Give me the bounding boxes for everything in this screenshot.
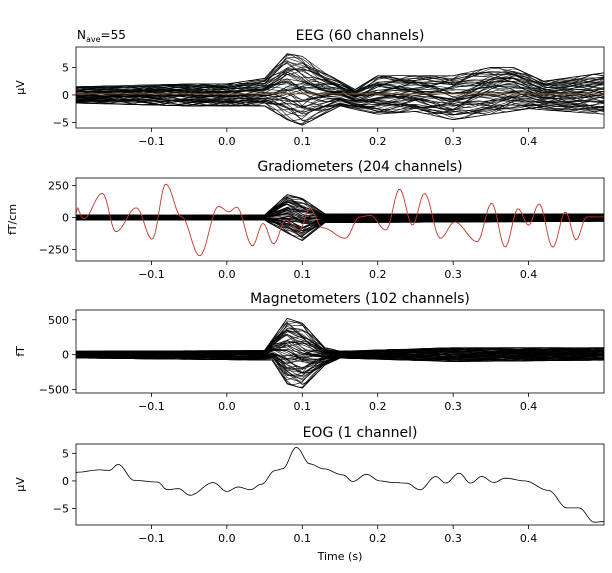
traces	[76, 317, 604, 389]
panel-mag: Magnetometers (102 channels) −0.1 0.0 0.1 0.…	[14, 291, 605, 413]
axes-frame	[75, 309, 605, 394]
channel-trace	[76, 198, 604, 217]
x-tick-label: 0.3	[444, 532, 462, 545]
channel-trace	[76, 357, 604, 386]
panel-title: EEG (60 channels)	[296, 28, 425, 44]
y-tick-label: −500	[39, 384, 69, 397]
axes-frame	[75, 177, 605, 262]
channel-trace	[76, 356, 604, 389]
channel-trace	[76, 317, 604, 353]
panel-title: Magnetometers (102 channels)	[250, 291, 470, 307]
channel-trace	[76, 197, 604, 217]
traces	[76, 183, 604, 257]
x-tick-label: −0.1	[138, 268, 165, 281]
x-tick-label: 0.2	[369, 400, 387, 413]
channel-trace	[76, 67, 604, 92]
panel-title: EOG (1 channel)	[303, 425, 418, 441]
channel-trace	[76, 446, 604, 523]
x-tick-label: −0.1	[138, 532, 165, 545]
highlight-trace	[76, 183, 604, 257]
channel-trace	[76, 87, 604, 104]
panel-grad: Gradiometers (204 channels) −0.1 0.0 0.1 0.2…	[6, 159, 605, 281]
x-tick-label: 0.0	[218, 532, 236, 545]
x-tick-label: −0.1	[138, 400, 165, 413]
y-tick-label: 5	[62, 447, 69, 460]
y-tick-label: 250	[48, 180, 69, 193]
panel-title: Gradiometers (204 channels)	[257, 159, 462, 175]
x-tick-label: 0.1	[294, 400, 312, 413]
x-tick-label: 0.0	[218, 400, 236, 413]
x-tick-label: −0.1	[138, 135, 165, 148]
panel-eog: EOG (1 channel) −0.1 0.0 0.1 0.2 0.3 0.4 5 0 −5 µV…	[14, 425, 605, 563]
channel-trace	[76, 356, 604, 378]
x-tick-label: 0.2	[369, 268, 387, 281]
channel-trace	[76, 194, 604, 217]
channel-trace	[76, 89, 604, 106]
channel-trace	[76, 317, 604, 353]
channel-trace	[76, 68, 604, 98]
channel-trace	[76, 357, 604, 389]
x-tick-label: 0.4	[520, 400, 538, 413]
channel-trace	[76, 194, 604, 217]
y-tick-label: 0	[62, 349, 69, 362]
y-tick-label: 0	[62, 89, 69, 102]
channel-trace	[76, 60, 604, 92]
axes-frame	[75, 46, 605, 129]
y-axis-label: fT	[14, 346, 27, 357]
x-tick-label: 0.0	[218, 268, 236, 281]
traces	[76, 446, 604, 523]
y-tick-label: −250	[39, 244, 69, 257]
panel-eeg: EEG (60 channels) −0.1 0.0 0.1 0.2 0.3 0.4 5 0 −5…	[14, 28, 605, 148]
axes-frame	[75, 443, 605, 526]
channel-trace	[76, 53, 604, 90]
y-tick-label: −5	[53, 502, 69, 515]
y-axis-label: µV	[14, 80, 27, 95]
x-tick-label: 0.4	[520, 268, 538, 281]
traces	[76, 53, 604, 126]
channel-trace	[76, 356, 604, 388]
x-tick-label: 0.4	[520, 135, 538, 148]
y-tick-label: 0	[62, 212, 69, 225]
channel-trace	[76, 99, 604, 121]
x-tick-label: 0.3	[444, 400, 462, 413]
x-tick-label: 0.2	[369, 135, 387, 148]
x-axis-label: Time (s)	[317, 550, 363, 563]
channel-trace	[76, 195, 604, 217]
nave-label: Nave=55	[77, 28, 126, 44]
x-tick-label: 0.1	[294, 135, 312, 148]
channel-trace	[76, 196, 604, 217]
y-axis-label: fT/cm	[6, 204, 19, 235]
channel-trace	[76, 194, 604, 217]
x-tick-label: 0.2	[369, 532, 387, 545]
y-tick-label: 0	[62, 475, 69, 488]
x-tick-label: 0.0	[218, 135, 236, 148]
x-tick-label: 0.1	[294, 268, 312, 281]
x-tick-label: 0.4	[520, 532, 538, 545]
y-axis-label: µV	[14, 477, 27, 492]
y-tick-label: 5	[62, 61, 69, 74]
channel-trace	[76, 83, 604, 100]
x-tick-label: 0.1	[294, 532, 312, 545]
y-tick-label: 500	[48, 314, 69, 327]
y-tick-label: −5	[53, 116, 69, 129]
x-tick-label: 0.3	[444, 135, 462, 148]
x-tick-label: 0.3	[444, 268, 462, 281]
channel-trace	[76, 54, 604, 93]
